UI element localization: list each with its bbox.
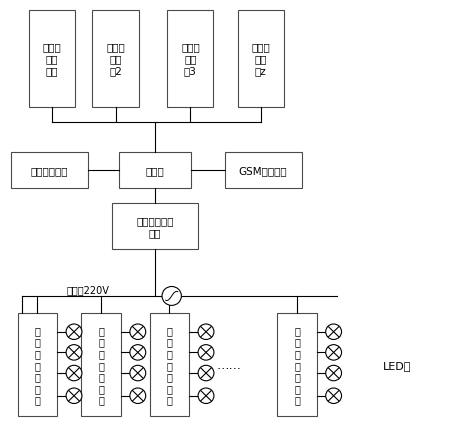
Text: 电力载波通信
模块: 电力载波通信 模块: [136, 216, 174, 237]
FancyBboxPatch shape: [277, 314, 317, 417]
Text: 上位机: 上位机: [146, 166, 165, 176]
Text: LED灯: LED灯: [383, 360, 411, 370]
Text: 风
光
互
补
控
制
器: 风 光 互 补 控 制 器: [98, 325, 104, 405]
Circle shape: [66, 345, 82, 360]
Circle shape: [198, 324, 214, 340]
Circle shape: [198, 365, 214, 381]
Text: 交流电220V: 交流电220V: [66, 285, 109, 295]
Circle shape: [198, 388, 214, 403]
FancyBboxPatch shape: [18, 314, 57, 417]
Circle shape: [326, 345, 342, 360]
Circle shape: [326, 365, 342, 381]
Circle shape: [326, 324, 342, 340]
Circle shape: [130, 345, 146, 360]
Text: GSM通讯模块: GSM通讯模块: [239, 166, 287, 176]
FancyBboxPatch shape: [167, 11, 213, 107]
FancyBboxPatch shape: [224, 152, 302, 189]
Text: 网络爬
虫模
块z: 网络爬 虫模 块z: [251, 42, 270, 76]
Text: 网络爬
虫模
块一: 网络爬 虫模 块一: [42, 42, 61, 76]
FancyBboxPatch shape: [238, 11, 284, 107]
Circle shape: [198, 345, 214, 360]
FancyBboxPatch shape: [119, 152, 191, 189]
FancyBboxPatch shape: [29, 11, 75, 107]
Text: 风
光
互
补
控
制
器: 风 光 互 补 控 制 器: [294, 325, 300, 405]
FancyBboxPatch shape: [11, 152, 88, 189]
Circle shape: [130, 388, 146, 403]
FancyBboxPatch shape: [150, 314, 189, 417]
Text: 风
光
互
补
控
制
器: 风 光 互 补 控 制 器: [35, 325, 40, 405]
Circle shape: [66, 324, 82, 340]
Text: 风
光
互
补
控
制
器: 风 光 互 补 控 制 器: [167, 325, 172, 405]
Text: 网络爬
虫模
块2: 网络爬 虫模 块2: [106, 42, 125, 76]
Circle shape: [130, 365, 146, 381]
Circle shape: [326, 388, 342, 403]
Text: 工况接入模块: 工况接入模块: [31, 166, 68, 176]
Circle shape: [66, 365, 82, 381]
Text: ……: ……: [216, 358, 242, 371]
Text: 网络爬
虫模
块3: 网络爬 虫模 块3: [181, 42, 200, 76]
Circle shape: [130, 324, 146, 340]
Circle shape: [162, 287, 181, 306]
FancyBboxPatch shape: [112, 204, 198, 249]
FancyBboxPatch shape: [92, 11, 139, 107]
Circle shape: [66, 388, 82, 403]
FancyBboxPatch shape: [81, 314, 121, 417]
